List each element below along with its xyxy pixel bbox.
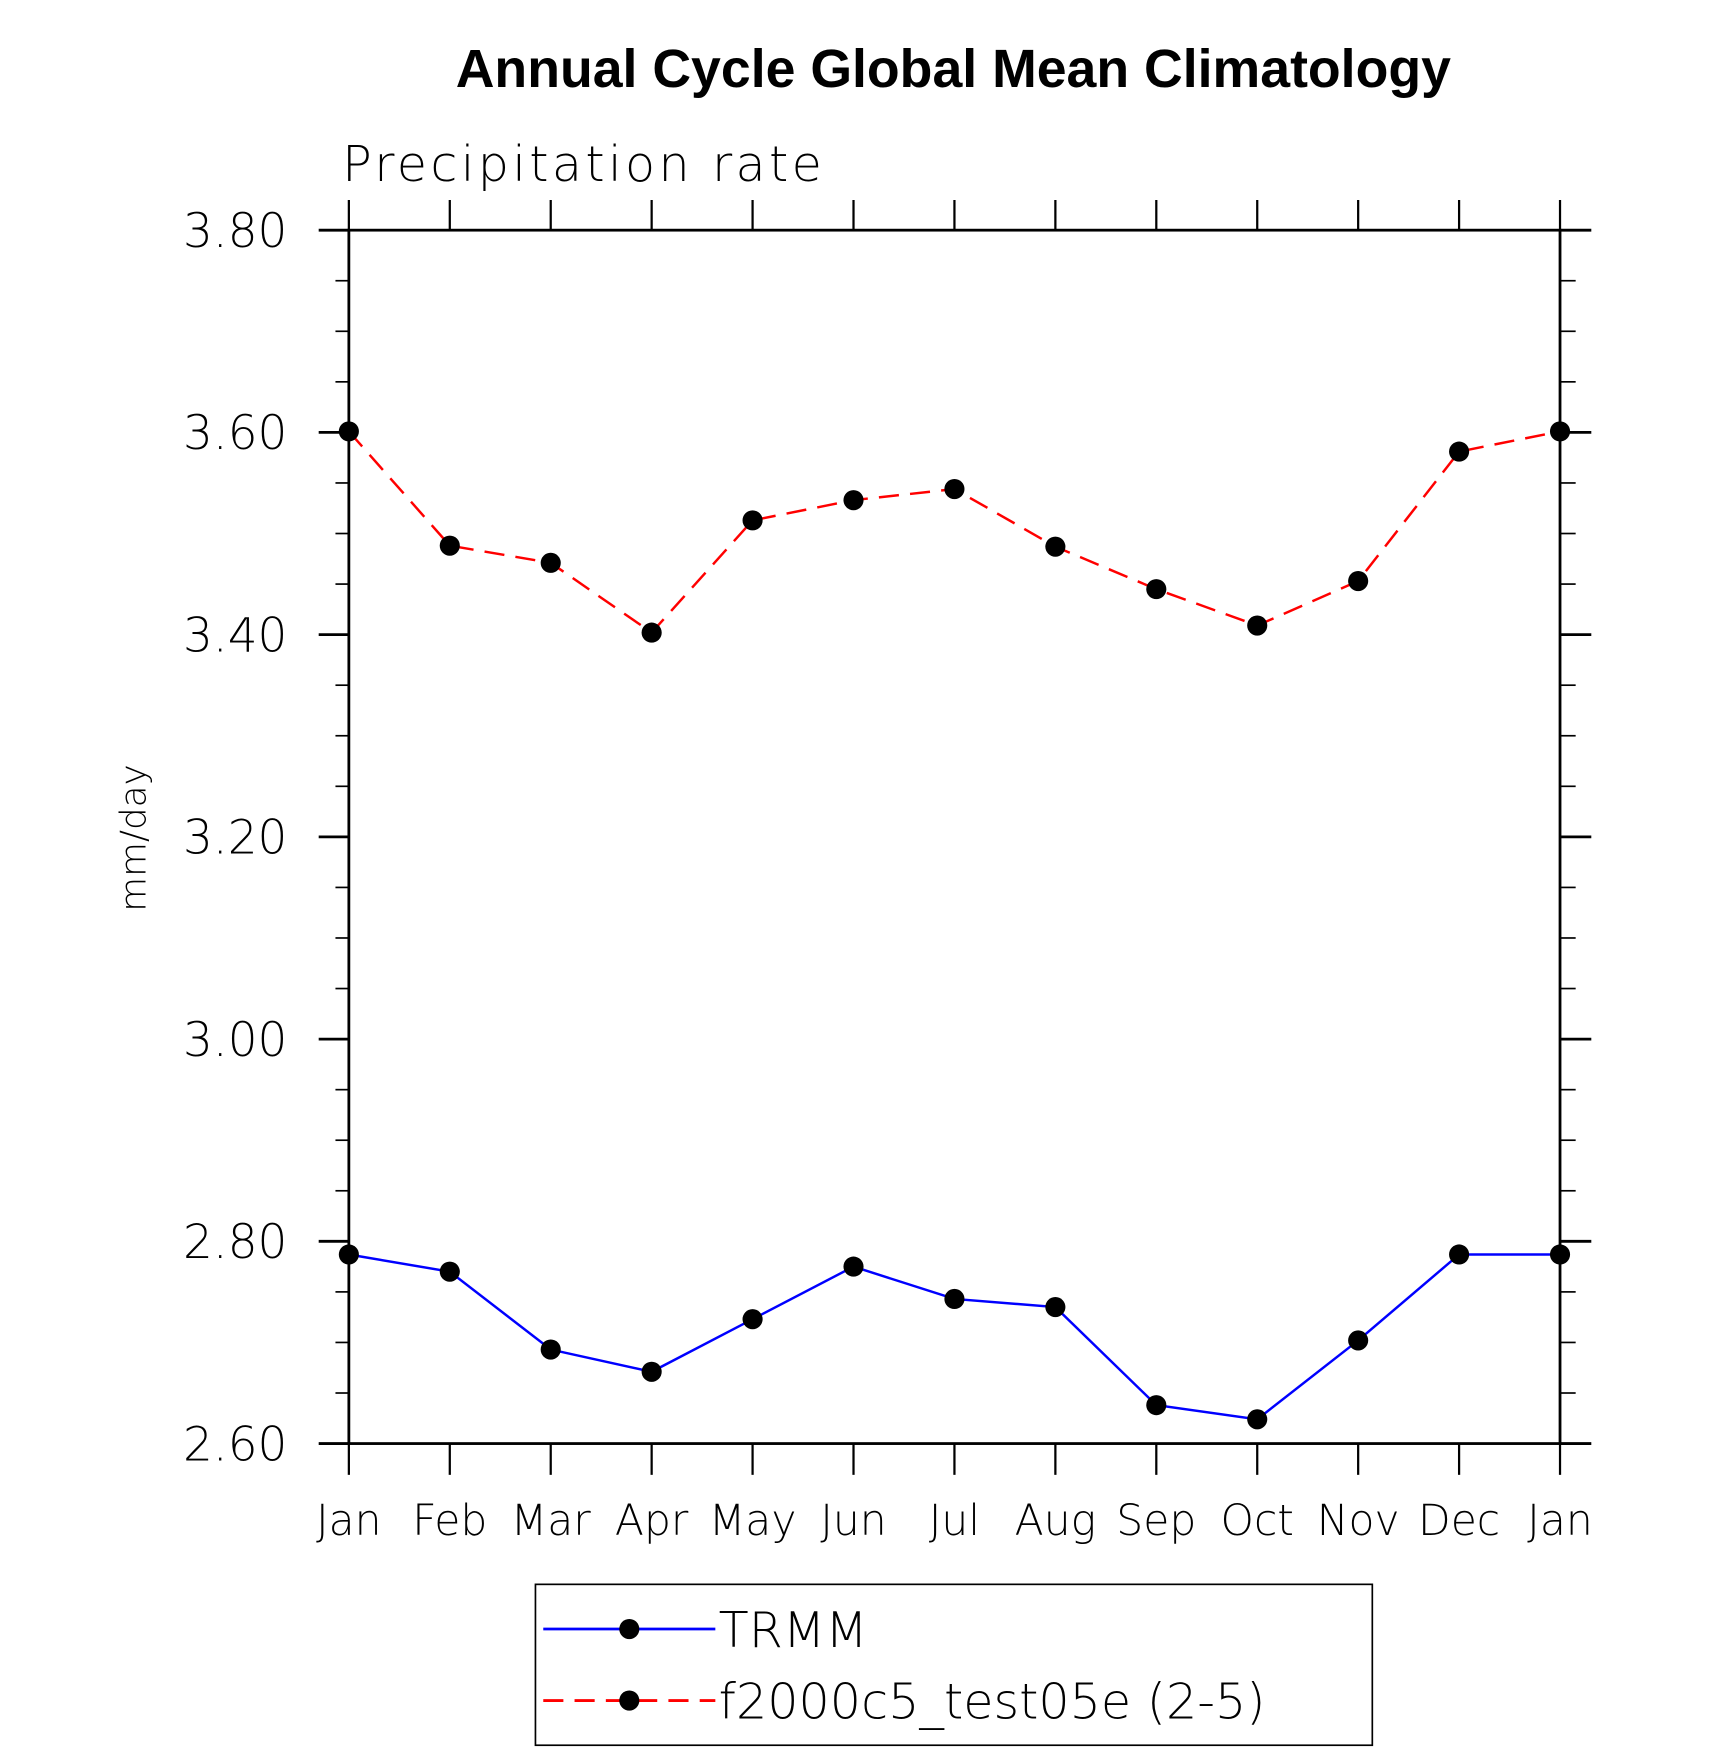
y-tick-label: 3.40 xyxy=(183,608,287,663)
data-point-model xyxy=(439,535,460,556)
x-tick-label: Apr xyxy=(615,1497,689,1546)
series-layer xyxy=(338,421,1571,1430)
y-tick-label: 3.60 xyxy=(183,406,287,461)
legend-marker-trmm xyxy=(619,1618,640,1640)
y-axis-label: mm/day xyxy=(114,764,155,911)
data-point-model xyxy=(1146,579,1167,600)
series-line-model xyxy=(347,430,1561,635)
data-point-model xyxy=(742,510,763,531)
data-point-trmm xyxy=(641,1361,662,1382)
data-point-model xyxy=(1449,441,1470,462)
x-tick-label: Aug xyxy=(1015,1497,1096,1546)
x-tick-label: Oct xyxy=(1221,1497,1294,1546)
data-point-trmm xyxy=(944,1288,965,1310)
data-point-trmm xyxy=(540,1339,561,1360)
data-point-model xyxy=(540,552,561,573)
axes: 3.80 3.60 3.40 3.20 3.00 2.80 2.60 Jan Feb Mar Apr… xyxy=(183,199,1593,1546)
x-tick-label: Mar xyxy=(511,1497,592,1546)
chart-title: Annual Cycle Global Mean Climatology xyxy=(456,39,1451,99)
data-point-model xyxy=(1348,570,1369,592)
data-point-model xyxy=(641,622,662,643)
data-point-trmm xyxy=(1449,1244,1470,1265)
data-point-trmm xyxy=(1045,1297,1066,1318)
y-tick-label: 3.80 xyxy=(183,204,287,259)
data-point-trmm xyxy=(843,1256,864,1277)
x-tick-label: Jan xyxy=(316,1497,381,1546)
data-point-trmm xyxy=(1146,1395,1167,1416)
legend-label-model: f2000c5_test05e (2-5) xyxy=(719,1672,1266,1730)
data-point-model xyxy=(944,478,965,500)
data-point-model xyxy=(1549,421,1571,442)
data-point-trmm xyxy=(1247,1409,1268,1430)
x-tick-label: Jan xyxy=(1527,1497,1592,1546)
data-point-trmm xyxy=(338,1244,359,1265)
data-point-trmm xyxy=(1549,1244,1571,1265)
data-point-model xyxy=(1045,536,1066,557)
data-point-trmm xyxy=(742,1309,763,1330)
plot-frame xyxy=(347,228,1562,1445)
x-tick-label: Jun xyxy=(820,1497,886,1546)
data-point-model xyxy=(1247,615,1268,636)
y-tick-label: 2.80 xyxy=(183,1215,287,1270)
data-point-trmm xyxy=(1348,1330,1369,1351)
legend: TRMM f2000c5_test05e (2-5) xyxy=(534,1583,1374,1747)
legend-marker-model xyxy=(619,1690,640,1711)
y-tick-label: 2.60 xyxy=(183,1417,287,1472)
data-point-trmm xyxy=(439,1261,460,1282)
series-line-trmm xyxy=(348,1253,1561,1421)
x-tick-label: Sep xyxy=(1116,1497,1196,1546)
x-tick-label: Dec xyxy=(1418,1497,1500,1546)
x-tick-label: Feb xyxy=(412,1497,487,1546)
chart-subtitle: Precipitation rate xyxy=(342,135,825,193)
data-point-model xyxy=(843,490,864,511)
x-tick-label: May xyxy=(709,1497,797,1546)
x-tick-label: Nov xyxy=(1317,1497,1400,1546)
y-tick-label: 3.20 xyxy=(183,811,287,866)
legend-label-trmm: TRMM xyxy=(719,1601,868,1659)
legend-box xyxy=(534,1583,1374,1747)
data-point-model xyxy=(338,421,359,442)
y-tick-label: 3.00 xyxy=(183,1013,287,1068)
x-tick-label: Jul xyxy=(929,1497,980,1546)
